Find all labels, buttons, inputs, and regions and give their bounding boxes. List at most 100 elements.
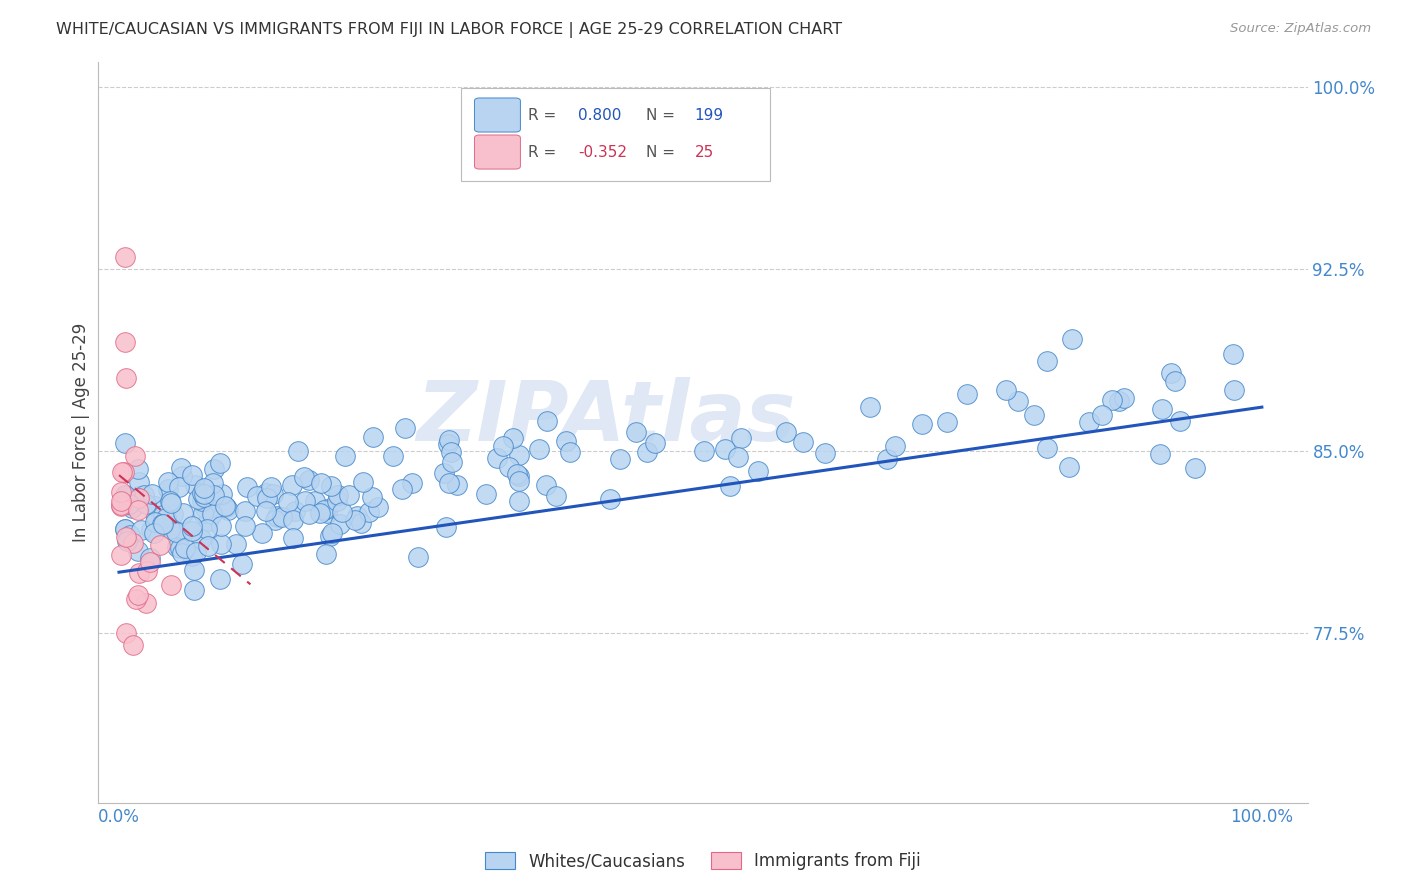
Point bbox=[266, 510, 288, 524]
Point bbox=[408, 549, 430, 564]
Point bbox=[156, 483, 179, 497]
Point bbox=[128, 566, 150, 580]
Point bbox=[326, 487, 349, 501]
Y-axis label: In Labor Force | Age 25-29: In Labor Force | Age 25-29 bbox=[72, 323, 90, 542]
Point bbox=[437, 437, 460, 451]
Point bbox=[202, 488, 225, 502]
Point bbox=[337, 487, 360, 501]
Point bbox=[599, 492, 621, 507]
Text: -0.352: -0.352 bbox=[578, 145, 627, 160]
Point bbox=[401, 475, 423, 490]
Point bbox=[114, 334, 136, 349]
Point bbox=[277, 495, 299, 509]
Point bbox=[1150, 402, 1173, 417]
Point bbox=[246, 489, 269, 503]
Point bbox=[142, 526, 165, 541]
Point bbox=[508, 494, 530, 508]
Point bbox=[132, 488, 155, 502]
Point bbox=[492, 439, 515, 453]
Point bbox=[110, 494, 132, 508]
Point bbox=[114, 435, 136, 450]
Point bbox=[281, 513, 304, 527]
Point bbox=[233, 503, 256, 517]
Point bbox=[346, 508, 368, 523]
Point bbox=[187, 491, 209, 506]
Point bbox=[544, 489, 567, 503]
Point bbox=[173, 541, 195, 556]
Point bbox=[330, 505, 353, 519]
Point bbox=[485, 451, 508, 466]
Point bbox=[197, 540, 219, 554]
Point bbox=[150, 517, 173, 532]
Point bbox=[194, 501, 217, 516]
Point bbox=[441, 455, 464, 469]
Point bbox=[859, 400, 882, 414]
Point bbox=[159, 496, 181, 510]
Point bbox=[136, 564, 159, 578]
Point bbox=[1108, 394, 1130, 409]
Point bbox=[534, 478, 557, 492]
Point bbox=[475, 487, 498, 501]
Point bbox=[792, 435, 814, 450]
Point bbox=[127, 503, 149, 517]
Point bbox=[190, 493, 212, 508]
Point bbox=[1160, 367, 1182, 381]
FancyBboxPatch shape bbox=[461, 88, 769, 181]
Point bbox=[1112, 391, 1135, 405]
Point bbox=[326, 493, 349, 508]
Point bbox=[231, 558, 253, 572]
Point bbox=[121, 536, 143, 550]
Text: N =: N = bbox=[647, 108, 675, 122]
Point bbox=[114, 522, 136, 536]
Point bbox=[1007, 393, 1029, 408]
Point bbox=[333, 449, 356, 463]
Point bbox=[112, 465, 135, 479]
Point bbox=[114, 522, 136, 536]
Point bbox=[693, 444, 716, 458]
Point bbox=[394, 421, 416, 435]
Point bbox=[166, 540, 188, 554]
Point bbox=[315, 506, 337, 520]
Point bbox=[124, 449, 146, 463]
Point bbox=[498, 460, 520, 475]
Point bbox=[714, 442, 737, 456]
Point bbox=[259, 480, 281, 494]
Point bbox=[121, 501, 143, 516]
Text: 0.800: 0.800 bbox=[578, 108, 621, 122]
Point bbox=[433, 466, 456, 480]
Point bbox=[508, 475, 530, 489]
Point bbox=[775, 425, 797, 439]
Text: WHITE/CAUCASIAN VS IMMIGRANTS FROM FIJI IN LABOR FORCE | AGE 25-29 CORRELATION C: WHITE/CAUCASIAN VS IMMIGRANTS FROM FIJI … bbox=[56, 22, 842, 38]
Text: Source: ZipAtlas.com: Source: ZipAtlas.com bbox=[1230, 22, 1371, 36]
Point bbox=[1062, 332, 1084, 346]
Point bbox=[162, 508, 184, 522]
Point bbox=[311, 476, 333, 491]
Point bbox=[170, 468, 193, 483]
Point bbox=[502, 431, 524, 445]
Point bbox=[554, 434, 576, 449]
Point bbox=[193, 506, 215, 520]
Point bbox=[1035, 441, 1057, 455]
Point bbox=[167, 480, 190, 494]
Point bbox=[139, 550, 162, 565]
Point bbox=[115, 490, 138, 504]
Point bbox=[344, 513, 367, 527]
Point bbox=[283, 531, 305, 545]
Point bbox=[352, 475, 374, 489]
Text: ZIPAtlas: ZIPAtlas bbox=[416, 377, 796, 458]
Point bbox=[1164, 374, 1187, 388]
Text: R =: R = bbox=[527, 108, 555, 122]
Point bbox=[298, 474, 321, 488]
Point bbox=[197, 514, 219, 528]
Point bbox=[127, 462, 149, 476]
Point bbox=[149, 538, 172, 552]
Point bbox=[190, 532, 212, 546]
Point bbox=[636, 444, 658, 458]
Point bbox=[437, 476, 460, 491]
Point bbox=[994, 383, 1017, 397]
Point bbox=[911, 417, 934, 431]
Point bbox=[127, 588, 149, 602]
Point bbox=[160, 577, 183, 591]
Point bbox=[143, 499, 166, 513]
Text: N =: N = bbox=[647, 145, 675, 160]
